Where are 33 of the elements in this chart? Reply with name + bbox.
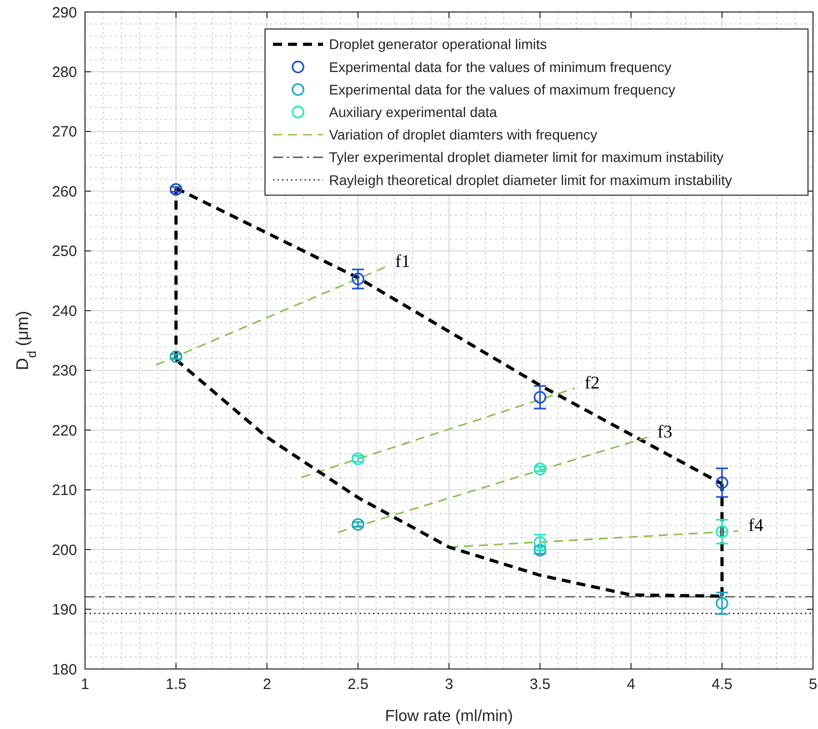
legend-label: Experimental data for the values of maximum frequency — [329, 81, 676, 98]
y-tick-label: 270 — [52, 124, 77, 141]
y-tick-label: 220 — [52, 422, 77, 440]
legend-label: Experimental data for the values of minimum frequency — [329, 58, 672, 75]
x-tick-label: 5 — [808, 676, 818, 693]
legend-label: Droplet generator operational limits — [329, 36, 547, 52]
x-tick-label: 1.5 — [166, 676, 186, 693]
x-tick-label: 1 — [80, 676, 90, 693]
y-tick-label: 180 — [52, 661, 77, 678]
y-tick-label: 200 — [52, 542, 77, 559]
y-tick-label: 260 — [52, 183, 77, 200]
y-tick-label: 190 — [52, 602, 77, 619]
y-tick-label: 240 — [52, 302, 77, 320]
y-tick-label: 230 — [52, 362, 77, 380]
legend-label: Rayleigh theoretical droplet diameter limit for maximum instability — [329, 172, 732, 188]
x-axis-title: Flow rate (ml/min) — [384, 708, 514, 725]
legend-label: Auxiliary experimental data — [329, 104, 498, 120]
legend-label: Tyler experimental droplet diameter limit for maximum instability — [329, 149, 724, 166]
y-tick-label: 290 — [52, 4, 77, 22]
y-tick-label: 250 — [52, 243, 77, 260]
x-tick-label: 4.5 — [712, 676, 732, 693]
y-tick-label: 210 — [52, 482, 77, 500]
x-tick-label: 4 — [626, 676, 636, 693]
x-tick-label: 2 — [262, 676, 272, 693]
annotation: f2 — [584, 372, 600, 392]
y-tick-label: 280 — [52, 64, 77, 81]
annotation: f4 — [748, 515, 764, 536]
annotation: f1 — [395, 251, 410, 272]
x-tick-label: 3.5 — [530, 676, 550, 693]
x-tick-label: 2.5 — [348, 676, 368, 693]
legend-label: Variation of droplet diamters with frequency — [329, 126, 598, 143]
x-tick-label: 3 — [444, 676, 454, 693]
annotation: f3 — [657, 421, 672, 442]
